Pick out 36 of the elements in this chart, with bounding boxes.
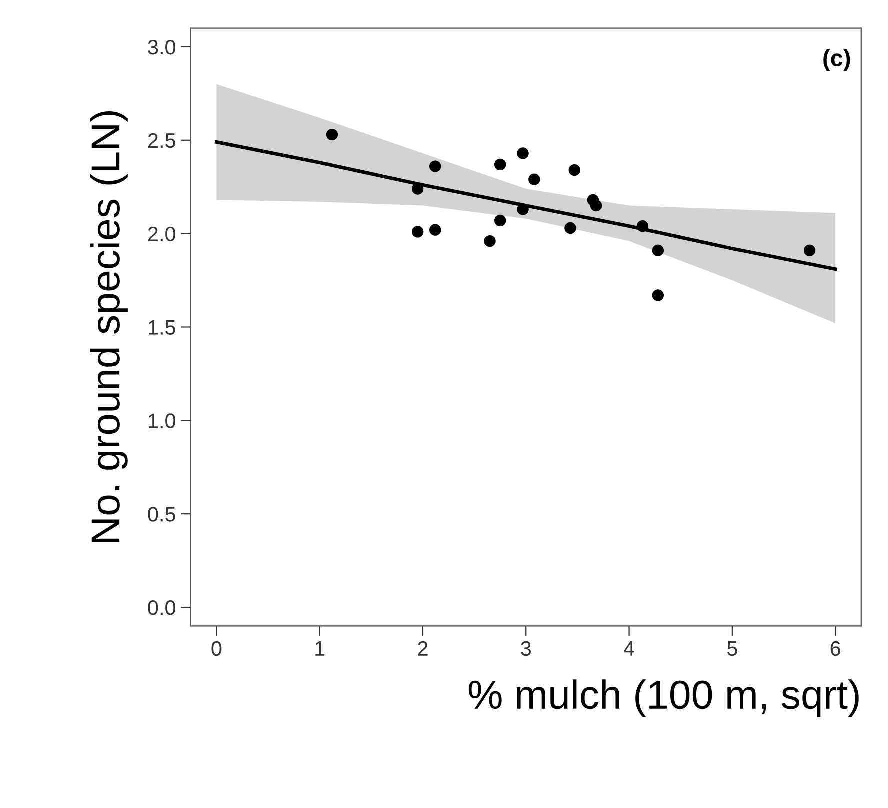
point (517, 148, 529, 160)
y-tick-label: 0.5 (148, 507, 176, 522)
y-tick-label: 2.0 (148, 226, 176, 242)
point (590, 200, 602, 212)
y-tick-label: 1.0 (148, 414, 176, 428)
point (326, 128, 338, 141)
y-tick-label: 2.5 (148, 133, 176, 148)
y-tick-label: 3.0 (148, 40, 176, 55)
y-tick-label: 1.5 (148, 320, 176, 335)
point (564, 222, 576, 234)
point (528, 174, 540, 186)
point (636, 220, 649, 232)
y-tick-label: 0.0 (148, 600, 176, 616)
x-tick-label: 3 (521, 641, 532, 656)
point (430, 160, 442, 172)
x-tick-label: 2 (418, 641, 428, 656)
point (652, 244, 664, 256)
annotation: (c) (824, 49, 850, 72)
point (412, 226, 424, 238)
point (494, 158, 506, 171)
point (494, 214, 506, 227)
point (484, 235, 496, 248)
line-series (214, 140, 838, 272)
point (412, 183, 424, 195)
x-tick-label: 5 (727, 642, 738, 656)
point (804, 244, 816, 256)
x-axis-title: % mulch (100 m, sqrt) (468, 680, 859, 718)
point (568, 164, 580, 176)
point (430, 224, 442, 236)
point (517, 204, 529, 216)
x-tick-label: 0 (212, 641, 222, 656)
y-axis-title: No. ground species (LN) (90, 111, 128, 542)
x-tick-label: 1 (316, 642, 325, 656)
x-tick-label: 6 (830, 641, 840, 656)
point (652, 290, 664, 302)
x-tick-label: 4 (624, 642, 634, 656)
